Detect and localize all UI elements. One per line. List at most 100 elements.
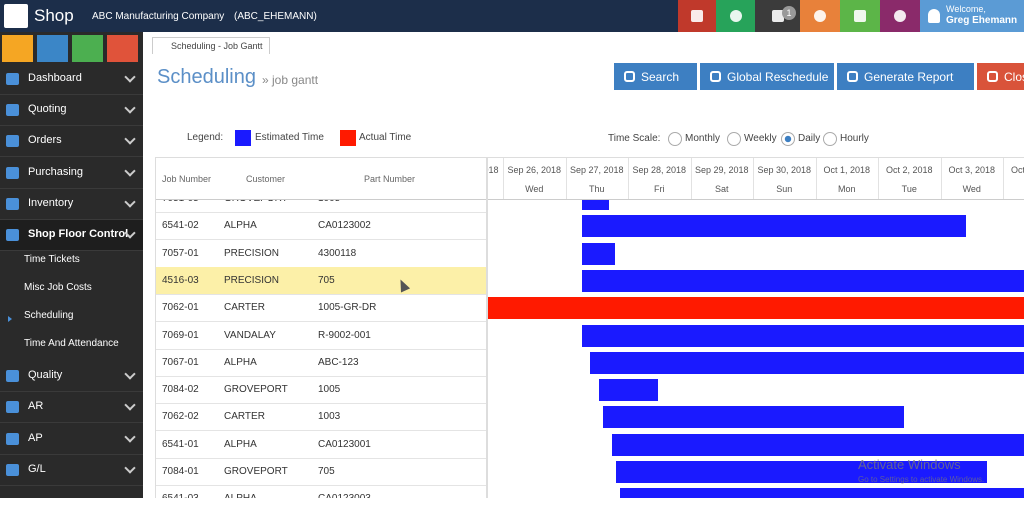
radio-label[interactable]: Weekly [744, 133, 777, 144]
column-divider [503, 158, 504, 199]
day-header: Mon [837, 184, 856, 194]
radio[interactable] [781, 132, 795, 146]
estimated-bar[interactable] [582, 242, 615, 265]
table-row[interactable]: 7084-02 GROVEPORT 1005 [156, 376, 486, 405]
job-number: 7057-01 [162, 247, 199, 259]
estimated-bar[interactable] [582, 324, 1024, 347]
menu-label: AP [28, 431, 43, 444]
toolbar-action[interactable]: Close [977, 63, 1024, 90]
job-number: 7062-01 [162, 302, 199, 314]
radio-label[interactable]: Hourly [840, 133, 869, 144]
part-number: R-9002-001 [318, 329, 371, 341]
estimated-bar[interactable] [619, 488, 1024, 498]
estimated-bar[interactable] [616, 461, 987, 483]
radio[interactable] [823, 132, 837, 146]
chevron [124, 133, 136, 146]
menu-item[interactable]: AR [0, 392, 143, 424]
submenu-item[interactable]: Time Tickets [24, 254, 80, 266]
table-row[interactable]: 6541-01 ALPHA CA0123001 [156, 431, 486, 459]
table-row[interactable]: 7062-01 CARTER 1005-GR-DR [156, 294, 486, 323]
table-row[interactable]: 7084-01 GROVEPORT 705 [156, 458, 486, 486]
toolbar-action[interactable]: Global Reschedule [700, 63, 834, 90]
part-number: CA0123003 [318, 493, 371, 498]
user-icon [928, 9, 940, 23]
menu-label: Dashboard [28, 72, 82, 84]
menu-item[interactable]: Inventory [0, 188, 143, 220]
customer: GROVEPORT [224, 200, 288, 204]
radio[interactable] [668, 132, 682, 146]
button-label: Generate Report [864, 70, 954, 84]
column-divider [940, 158, 942, 199]
job-number: 7067-01 [162, 356, 199, 368]
company: ABC Manufacturing Company [92, 11, 225, 22]
toolbar-action[interactable]: Generate Report [837, 63, 974, 90]
radio[interactable] [727, 132, 741, 146]
radio-label[interactable]: Monthly [685, 133, 721, 144]
menu-label: G/L [28, 462, 46, 475]
estimated-bar[interactable] [611, 433, 1024, 456]
column-divider [878, 158, 879, 199]
menu-label: Purchasing [28, 165, 84, 178]
job-number: 6541-01 [162, 438, 199, 450]
user-menu[interactable]: Welcome, Greg Ehemann [920, 0, 1024, 32]
customer: ALPHA [224, 493, 257, 498]
button-label: Search [641, 70, 680, 84]
chevron [124, 462, 136, 474]
menu-item[interactable]: AP [0, 423, 143, 455]
submenu-item[interactable]: Misc Job Costs [24, 282, 92, 294]
table-row[interactable]: 7067-01 ALPHA ABC-123 [156, 349, 486, 377]
part-number: 705 [318, 274, 335, 286]
estimated-bar[interactable] [598, 379, 658, 402]
menu-item[interactable]: Shop Floor Control [0, 220, 143, 251]
estimated-bar[interactable] [603, 406, 905, 429]
table-row[interactable]: 7057-01 PRECISION 4300118 [156, 240, 486, 268]
menu-item[interactable]: Quality [0, 361, 143, 393]
button-icon [624, 71, 635, 82]
actual-bar[interactable] [488, 297, 1024, 320]
estimated-bar[interactable] [582, 200, 609, 210]
menu-icon [6, 73, 19, 85]
tab[interactable]: Scheduling - Job Gantt [152, 37, 270, 54]
date-header: Oct 4, 2018 [1010, 165, 1024, 175]
table-row[interactable]: 4516-03 PRECISION 705 [156, 266, 486, 295]
app-name: Shop [34, 6, 74, 25]
column-divider [628, 158, 629, 199]
table-row[interactable]: 7069-01 VANDALAY R-9002-001 [156, 322, 486, 350]
table-row[interactable]: 7062-02 CARTER 1003 [156, 403, 486, 432]
table-row[interactable]: 6541-03 ALPHA CA0123003 [156, 485, 486, 498]
gantt: Sep 25, 2018 Tue Sep 26, 2018 Wed Sep 27, 20… [487, 157, 1024, 498]
submenu-item[interactable]: Scheduling [24, 310, 74, 322]
day-header: Wed [525, 184, 544, 194]
shortcut-button[interactable] [2, 35, 33, 62]
estimated-bar[interactable] [582, 269, 1024, 292]
estimated-bar[interactable] [582, 215, 967, 238]
menu-label: Quality [28, 369, 63, 382]
part-number: 1005 [318, 200, 340, 204]
user-name: Greg Ehemann [946, 15, 1018, 26]
menu-item[interactable]: Orders [0, 126, 143, 158]
job-number: 6541-03 [162, 493, 199, 498]
menu-item[interactable]: G/L [0, 454, 143, 486]
part-number: CA0123002 [318, 220, 371, 232]
column-divider [690, 158, 692, 199]
menu-item[interactable]: Quoting [0, 95, 143, 127]
radio-label[interactable]: Daily [798, 133, 821, 144]
menu-icon [6, 370, 19, 383]
estimated-bar[interactable] [589, 351, 1024, 374]
toolbar-action[interactable]: Search [614, 63, 697, 90]
menu-icon [6, 104, 19, 117]
day-header: Tue [488, 184, 503, 194]
shortcut-button[interactable] [107, 35, 138, 62]
shortcut-button[interactable] [37, 35, 68, 62]
chevron [124, 368, 136, 380]
menu-item[interactable]: Dashboard [0, 64, 143, 95]
submenu-item[interactable]: Time And Attendance [24, 338, 119, 350]
company-code: (ABC_EHEMANN) [234, 11, 317, 22]
menu-item[interactable]: Purchasing [0, 157, 143, 189]
part-number: 1005 [318, 384, 341, 396]
table-row[interactable]: 6541-02 ALPHA CA0123002 [156, 212, 486, 241]
shortcut-button[interactable] [72, 35, 103, 62]
